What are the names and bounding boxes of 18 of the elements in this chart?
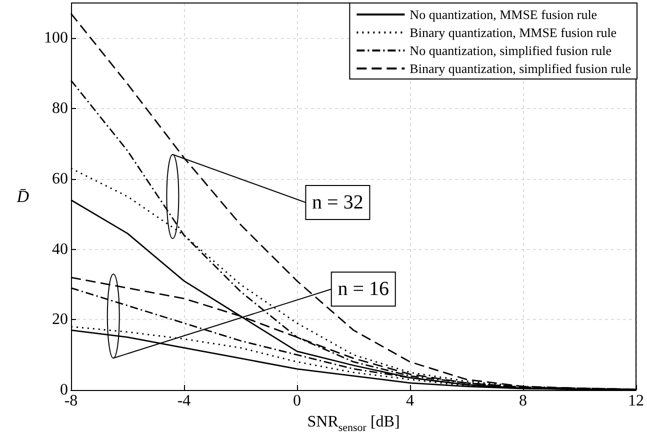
y-tick-label: 80 <box>52 100 68 118</box>
x-tick-label: 8 <box>519 392 527 410</box>
x-tick-label: 4 <box>406 392 414 410</box>
y-tick-label: 20 <box>52 311 68 328</box>
x-tick-label: -4 <box>177 392 191 410</box>
legend-label: Binary quantization, simplified fusion rule <box>410 61 632 76</box>
legend-label: Binary quantization, MMSE fusion rule <box>410 25 617 40</box>
x-tick-label: 12 <box>628 392 644 410</box>
y-tick-label: 40 <box>52 240 68 258</box>
annotation: n = 16 <box>338 278 390 300</box>
y-tick-label: 60 <box>52 170 68 188</box>
y-axis-title: D̄ <box>16 187 30 206</box>
x-tick-label: 0 <box>293 392 301 410</box>
legend-label: No quantization, MMSE fusion rule <box>410 7 598 22</box>
y-tick-label: 0 <box>60 382 68 398</box>
y-tick-label: 100 <box>44 30 68 47</box>
annotation: n = 32 <box>312 192 364 214</box>
legend-label: No quantization, simplified fusion rule <box>410 43 612 58</box>
